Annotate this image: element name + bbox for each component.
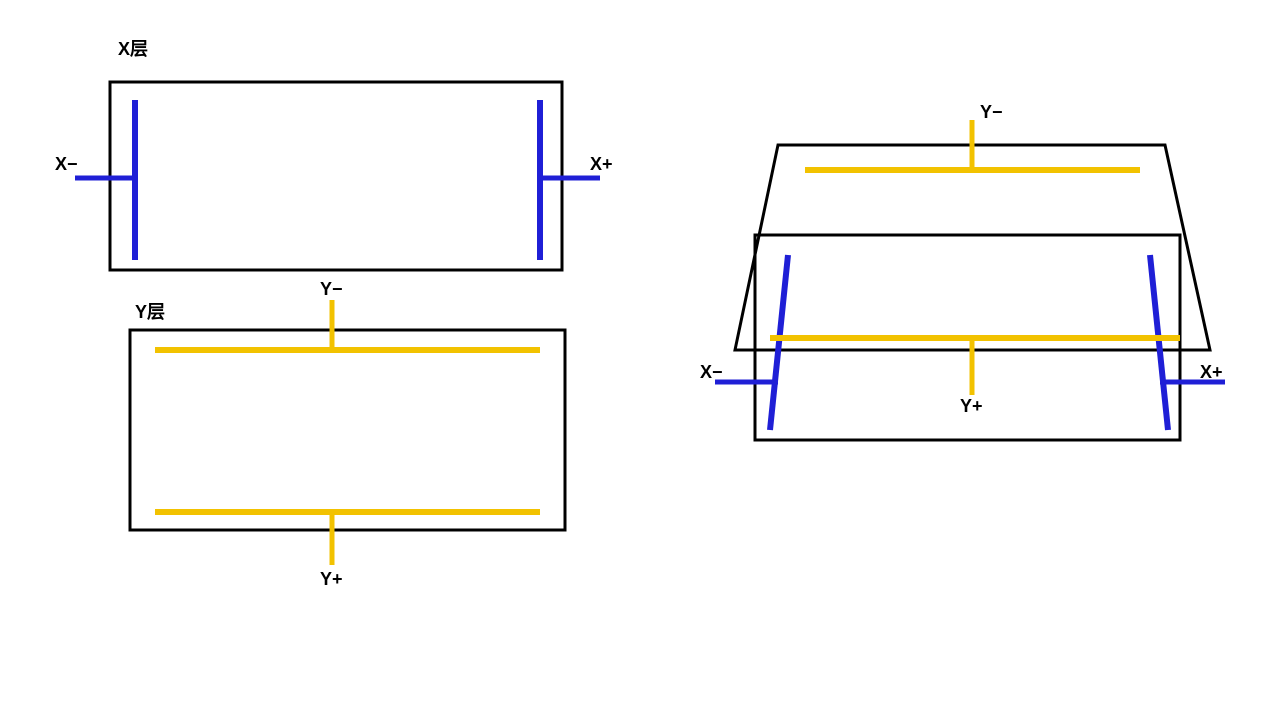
combined-x-right-electrode	[1150, 255, 1168, 430]
combined-label-yplus: Y+	[960, 396, 983, 416]
x-layer-label-xminus: X−	[55, 154, 78, 174]
combined-back-trapezoid	[735, 145, 1210, 350]
y-layer-label-yplus: Y+	[320, 569, 343, 589]
combined-label-yminus: Y−	[980, 102, 1003, 122]
combined-x-left-electrode	[770, 255, 788, 430]
combined-label-xplus: X+	[1200, 362, 1223, 382]
y-layer-title: Y层	[135, 302, 165, 322]
x-layer-label-xplus: X+	[590, 154, 613, 174]
combined-label-xminus: X−	[700, 362, 723, 382]
y-layer-label-yminus: Y−	[320, 279, 343, 299]
y-layer-box	[130, 330, 565, 530]
x-layer-box	[110, 82, 562, 270]
x-layer-title: X层	[118, 39, 148, 59]
